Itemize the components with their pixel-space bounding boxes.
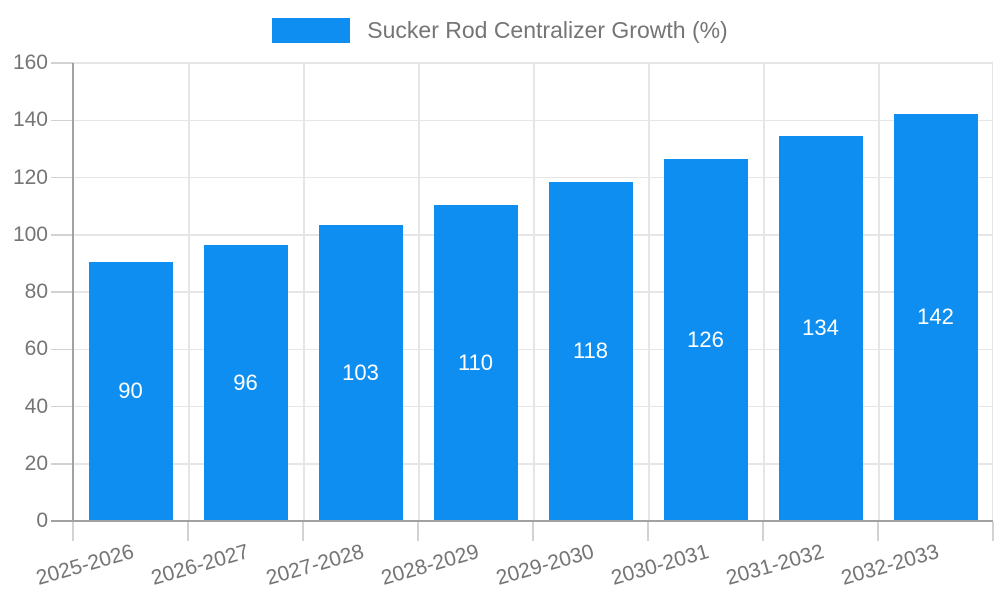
vertical-gridline bbox=[418, 63, 420, 521]
plot-area: 0 20 40 60 80 100 120 140 160 90 96 103 110 118 126 134… bbox=[13, 52, 994, 590]
vertical-gridline bbox=[303, 63, 305, 521]
y-axis-tick bbox=[51, 62, 73, 64]
legend-swatch bbox=[272, 18, 351, 43]
x-axis-tick bbox=[302, 522, 304, 541]
y-axis-label: 140 bbox=[12, 108, 48, 132]
y-axis-tick bbox=[51, 463, 73, 465]
y-axis-label: 120 bbox=[12, 165, 48, 189]
x-axis-tick bbox=[187, 522, 189, 541]
bar[interactable]: 110 bbox=[433, 205, 518, 520]
bar-value-label: 134 bbox=[802, 315, 839, 341]
x-axis-tick bbox=[647, 522, 649, 541]
x-axis-tick bbox=[72, 522, 74, 541]
y-axis-label: 20 bbox=[24, 451, 48, 475]
x-axis-label: 2032-2033 bbox=[838, 540, 942, 590]
vertical-gridline bbox=[648, 63, 650, 521]
x-axis-label: 2026-2027 bbox=[148, 540, 252, 590]
bar[interactable]: 126 bbox=[663, 159, 748, 520]
bar[interactable]: 103 bbox=[318, 225, 403, 520]
x-axis-label: 2025-2026 bbox=[33, 540, 137, 590]
vertical-gridline bbox=[188, 63, 190, 521]
bar-value-label: 90 bbox=[118, 378, 143, 404]
bar-value-label: 126 bbox=[687, 326, 724, 352]
bar-value-label: 103 bbox=[342, 359, 379, 385]
x-axis-label: 2027-2028 bbox=[263, 540, 367, 590]
bar[interactable]: 90 bbox=[88, 262, 173, 520]
bar-value-label: 110 bbox=[457, 349, 494, 375]
bar-value-label: 96 bbox=[233, 369, 258, 395]
bar[interactable]: 118 bbox=[548, 182, 633, 520]
y-axis-tick bbox=[51, 348, 73, 350]
x-axis-tick bbox=[877, 522, 879, 541]
vertical-gridline bbox=[533, 63, 535, 521]
legend-item[interactable]: Sucker Rod Centralizer Growth (%) bbox=[272, 17, 728, 44]
y-axis-tick bbox=[51, 291, 73, 293]
legend: Sucker Rod Centralizer Growth (%) bbox=[0, 17, 1000, 44]
x-axis-label: 2029-2030 bbox=[493, 540, 597, 590]
y-axis-tick bbox=[51, 176, 73, 179]
bar[interactable]: 96 bbox=[203, 245, 288, 520]
y-axis-tick bbox=[51, 234, 73, 236]
bar[interactable]: 134 bbox=[778, 136, 863, 520]
y-axis-line bbox=[72, 63, 74, 522]
y-axis-tick bbox=[51, 405, 73, 408]
bar-value-label: 118 bbox=[572, 338, 609, 364]
x-axis-tick bbox=[992, 522, 994, 541]
vertical-gridline bbox=[878, 63, 880, 521]
x-axis-tick bbox=[417, 522, 419, 541]
y-axis-tick bbox=[51, 119, 73, 121]
y-axis-label: 160 bbox=[12, 51, 48, 74]
y-axis-label: 40 bbox=[24, 394, 48, 418]
vertical-gridline bbox=[991, 63, 993, 521]
bar-value-label: 142 bbox=[917, 303, 954, 329]
legend-label: Sucker Rod Centralizer Growth (%) bbox=[367, 17, 728, 43]
bar[interactable]: 142 bbox=[893, 113, 978, 520]
x-axis-tick bbox=[762, 522, 764, 541]
y-axis-label: 0 bbox=[36, 509, 48, 532]
y-axis-label: 60 bbox=[24, 337, 48, 361]
x-axis-label: 2028-2029 bbox=[378, 540, 482, 590]
x-axis-label: 2031-2032 bbox=[723, 540, 827, 590]
y-axis-label: 80 bbox=[24, 280, 48, 303]
vertical-gridline bbox=[763, 63, 765, 521]
y-axis-label: 100 bbox=[12, 222, 48, 246]
x-axis-line bbox=[51, 520, 993, 522]
x-axis-tick bbox=[532, 522, 534, 541]
x-axis-label: 2030-2031 bbox=[608, 540, 712, 590]
